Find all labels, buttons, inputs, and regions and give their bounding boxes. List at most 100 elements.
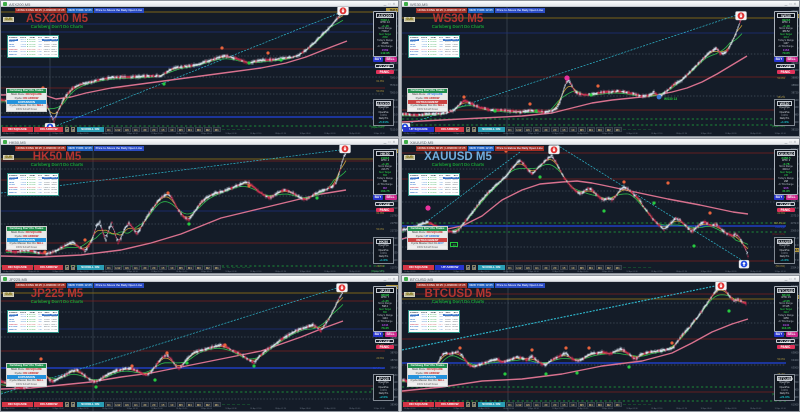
buy-button[interactable]: BUY xyxy=(373,195,383,200)
arrow-toggle-button[interactable]: DN ARROW xyxy=(34,265,64,270)
timeframe-button-30[interactable]: 30 xyxy=(542,127,550,132)
timeframe-button-30[interactable]: 30 xyxy=(141,265,149,270)
timeframe-button-m5[interactable]: M5 xyxy=(578,127,586,133)
timeframe-button-h6[interactable]: H6 xyxy=(123,127,131,132)
timeframe-button-m5[interactable]: M5 xyxy=(177,127,185,133)
timeframe-button-m4[interactable]: M4 xyxy=(587,402,595,408)
close-button[interactable]: CLOSE xyxy=(776,338,795,344)
timeframe-button-h12[interactable]: H12 xyxy=(114,402,122,408)
table-row[interactable]: XAUUSD 2358.5 ● -0.78% -18.5 2358.3 2358.7 xyxy=(9,186,57,189)
table-row[interactable]: JP225 38898 ● +1.25% 480 38894 38902 xyxy=(9,321,57,324)
square-toggle-button[interactable]: DN SQUARE xyxy=(2,127,33,132)
timeframe-button-d1[interactable]: D1 xyxy=(105,265,113,270)
table-row[interactable]: JP225 38898 ● +1.25% 480 38894 38902 xyxy=(9,46,57,49)
timeframe-button-m1[interactable]: M1 xyxy=(212,265,221,271)
buy-button[interactable]: BUY xyxy=(373,332,383,337)
timeframe-button-m1[interactable]: M1 xyxy=(212,402,221,408)
timeframe-button-h6[interactable]: H6 xyxy=(123,265,131,270)
table-row[interactable]: NAS100 17712 ● +1.35% 236 17710 17714 xyxy=(9,328,57,331)
table-row[interactable]: WS30 39218 ● +1.16% 449 39215 39221 xyxy=(9,41,57,44)
timeframe-button-m1[interactable]: M1 xyxy=(212,127,221,133)
table-row[interactable]: NAS100 17712 ● +1.35% 236 17710 17714 xyxy=(410,53,458,56)
timeframe-button-20[interactable]: 20 xyxy=(551,402,559,407)
timeframe-button-m4[interactable]: M4 xyxy=(186,127,194,133)
timeframe-button-30[interactable]: 30 xyxy=(141,402,149,407)
square-toggle-button[interactable]: DN SQUARE xyxy=(2,402,33,407)
market-watch-table[interactable]: SYMBOL PRICE %DAY PTS SELL BUY ASX200 7632.1 ● +… xyxy=(7,173,59,196)
sell-button[interactable]: SELL xyxy=(384,332,397,337)
table-row[interactable]: ASX200 7632.1 ● +0.15% 11.4 7631.9 7632.3 xyxy=(409,313,459,317)
table-row[interactable]: XAUUSD 2358.5 ● -0.78% -18.5 2358.3 2358.7 xyxy=(410,186,458,189)
arrow-toggle-button[interactable]: DN ARROW xyxy=(435,402,465,407)
arrow-toggle-button[interactable]: DN ARROW xyxy=(435,127,465,132)
timeframe-button-m2[interactable]: M2 xyxy=(203,127,212,133)
window-titlebar[interactable]: WS30,M5 ▁ □ ✕ xyxy=(402,1,799,7)
table-row[interactable]: ASX200 7632.1 ● +0.15% 11.4 7631.9 7632.3 xyxy=(8,38,58,42)
timeframe-button-d1[interactable]: D1 xyxy=(506,402,514,407)
timeframe-button-20[interactable]: 20 xyxy=(150,402,158,407)
market-watch-table[interactable]: SYMBOL PRICE %DAY PTS SELL BUY ASX200 7632.1 ● +… xyxy=(408,310,460,333)
timeframe-button-20[interactable]: 20 xyxy=(150,265,158,270)
timeframe-button-m3[interactable]: M3 xyxy=(595,127,604,133)
timeframe-button-m2[interactable]: M2 xyxy=(604,402,613,408)
chart-canvas[interactable]: WS30 13100.0%78.6%61.8%50.0%38.2%23.6%B/… xyxy=(402,7,799,136)
table-row[interactable]: BTCUSD 66132 ● +2.05% 1330 66120 66144 xyxy=(410,189,458,192)
timeframe-button-h1[interactable]: H1 xyxy=(132,265,140,270)
table-row[interactable]: JP225 38898 ● +1.25% 480 38894 38902 xyxy=(410,46,458,49)
table-row[interactable]: WS30 39218 ● +1.16% 449 39215 39221 xyxy=(410,316,458,319)
table-row[interactable]: ASX200 7632.1 ● +0.15% 11.4 7631.9 7632.3 xyxy=(409,176,459,180)
zoom-3-button[interactable]: 3 xyxy=(471,265,477,271)
sell-button[interactable]: SELL xyxy=(785,57,798,62)
sell-button[interactable]: SELL xyxy=(384,195,397,200)
table-row[interactable]: WS30 39218 ● +1.16% 449 39215 39221 xyxy=(9,179,57,182)
window-titlebar[interactable]: BTCUSD,M5 ▁ □ ✕ xyxy=(402,276,799,282)
table-row[interactable]: XAUUSD 2358.5 ● -0.78% -18.5 2358.3 2358.7 xyxy=(410,48,458,51)
timeframe-button-30[interactable]: 30 xyxy=(542,402,550,407)
timeframe-button-h12[interactable]: H12 xyxy=(515,402,523,408)
table-row[interactable]: XAUUSD 2358.5 ● -0.78% -18.5 2358.3 2358.7 xyxy=(9,48,57,51)
timeframe-button-20[interactable]: 20 xyxy=(150,127,158,132)
arrow-toggle-button[interactable]: DN ARROW xyxy=(34,402,64,407)
zoom-3-button[interactable]: 3 xyxy=(471,402,477,408)
panic-button[interactable]: PANIC xyxy=(776,344,795,350)
table-row[interactable]: NAS100 17712 ● +1.35% 236 17710 17714 xyxy=(410,191,458,194)
panic-button[interactable]: PANIC xyxy=(375,344,394,350)
timeframe-button-m5[interactable]: M5 xyxy=(578,265,586,271)
table-row[interactable]: ASX200 7632.1 ● +0.15% 11.4 7631.9 7632.3 xyxy=(8,313,58,317)
timeframe-button-m4[interactable]: M4 xyxy=(186,265,194,271)
panic-button[interactable]: PANIC xyxy=(375,207,394,213)
timeframe-button-h6[interactable]: H6 xyxy=(524,265,532,270)
table-row[interactable]: HK50 21818 ● +1.15% 248 21816 21820 xyxy=(410,318,458,321)
window-titlebar[interactable]: XAUUSD,M5 ▁ □ ✕ xyxy=(402,139,799,145)
timeframe-button-m5[interactable]: M5 xyxy=(578,402,586,408)
timeframe-button-10[interactable]: 10 xyxy=(168,127,176,132)
table-row[interactable]: NAS100 17712 ● +1.35% 236 17710 17714 xyxy=(410,328,458,331)
timeframe-button-h6[interactable]: H6 xyxy=(123,402,131,407)
timeframe-button-h12[interactable]: H12 xyxy=(114,265,122,271)
sell-button[interactable]: SELL xyxy=(785,332,798,337)
timeframe-button-m3[interactable]: M3 xyxy=(595,402,604,408)
table-row[interactable]: BTCUSD 66132 ● +2.05% 1330 66120 66144 xyxy=(9,51,57,54)
timeframe-button-m5[interactable]: M5 xyxy=(177,402,185,408)
scroll-toggle-button[interactable]: SCROLL ON xyxy=(76,127,104,132)
timeframe-button-m2[interactable]: M2 xyxy=(203,265,212,271)
arrow-toggle-button[interactable]: UP ARROW xyxy=(435,265,465,270)
square-toggle-button[interactable]: DN SQUARE xyxy=(403,265,434,270)
window-titlebar[interactable]: JP225,M5 ▁ □ ✕ xyxy=(1,276,398,282)
timeframe-button-h1[interactable]: H1 xyxy=(533,402,541,407)
sub-button[interactable]: SUB xyxy=(404,292,415,297)
sub-button[interactable]: SUB xyxy=(404,155,415,160)
window-controls[interactable]: ▁ □ ✕ xyxy=(784,140,797,144)
timeframe-button-h6[interactable]: H6 xyxy=(524,402,532,407)
panic-button[interactable]: PANIC xyxy=(776,207,795,213)
market-watch-table[interactable]: SYMBOL PRICE %DAY PTS SELL BUY ASX200 7632.1 ● +… xyxy=(7,310,59,333)
table-row[interactable]: BTCUSD 66132 ● +2.05% 1330 66120 66144 xyxy=(9,326,57,329)
table-row[interactable]: HK50 21818 ● +1.15% 248 21816 21820 xyxy=(410,181,458,184)
timeframe-button-15[interactable]: 15 xyxy=(560,265,568,270)
timeframe-button-20[interactable]: 20 xyxy=(551,265,559,270)
timeframe-button-15[interactable]: 15 xyxy=(560,127,568,132)
window-controls[interactable]: ▁ □ ✕ xyxy=(383,140,396,144)
timeframe-button-d1[interactable]: D1 xyxy=(506,127,514,132)
scroll-toggle-button[interactable]: SCROLL ON xyxy=(76,402,104,407)
timeframe-button-m4[interactable]: M4 xyxy=(587,127,595,133)
